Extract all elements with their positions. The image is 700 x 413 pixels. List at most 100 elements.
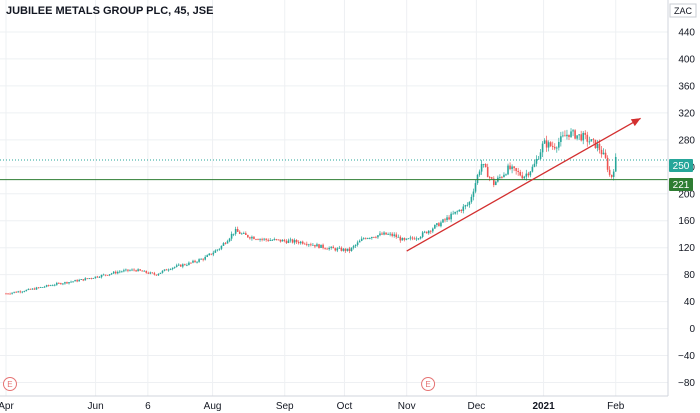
candle-body	[121, 271, 123, 273]
candle-body	[438, 223, 440, 227]
candle-body	[395, 234, 398, 238]
level-price-tag: 221	[669, 178, 693, 191]
candle-body	[177, 264, 180, 266]
candle-body	[356, 242, 359, 245]
candle-body	[614, 156, 617, 172]
candle-body	[204, 256, 206, 260]
earnings-marker-circle	[421, 377, 436, 391]
candle-body	[145, 270, 148, 273]
candle-body	[94, 276, 97, 279]
candle-body	[253, 236, 255, 240]
y-tick-label: 400	[678, 54, 695, 65]
candle-body	[188, 262, 190, 265]
candle-body	[511, 166, 513, 170]
candle-body	[216, 249, 219, 251]
candle-body	[527, 173, 530, 176]
candle-body	[228, 238, 231, 242]
candle-body	[186, 264, 188, 266]
candle-body	[208, 253, 211, 256]
candle-body	[570, 131, 572, 137]
currency-badge: ZAC	[669, 3, 697, 18]
candle-body	[49, 285, 52, 287]
candle-body	[482, 163, 485, 165]
price-axis[interactable]: −80−4004080120160200240280320360400440	[678, 27, 695, 389]
candle-body	[196, 261, 198, 263]
candle-body	[318, 244, 320, 248]
candle-body	[287, 240, 290, 243]
candle-body	[112, 271, 115, 274]
y-tick-label: 160	[678, 216, 695, 227]
y-tick-label: 120	[678, 243, 695, 254]
candle-body	[238, 231, 241, 234]
candle-body	[393, 234, 395, 236]
candle-body	[566, 134, 568, 137]
candle-body	[419, 236, 422, 239]
candle-body	[88, 278, 91, 279]
chart-title: JUBILEE METALS GROUP PLC, 45, JSE	[6, 5, 213, 17]
candle-body	[340, 247, 343, 251]
candle-body	[391, 233, 393, 236]
candle-body	[444, 219, 446, 221]
candle-body	[11, 292, 13, 294]
candle-body	[245, 233, 247, 235]
candle-body	[375, 237, 377, 239]
candle-body	[133, 269, 135, 271]
x-tick-label: Sep	[276, 401, 294, 412]
candle-body	[106, 274, 109, 276]
candle-body	[364, 238, 367, 240]
candle-body	[492, 178, 495, 186]
candle-body	[312, 244, 314, 246]
candle-body	[352, 246, 355, 248]
x-tick-label: Aug	[204, 401, 222, 412]
candle-body	[389, 233, 391, 235]
candle-body	[517, 170, 519, 173]
last-price-tag-label: 250	[673, 161, 690, 172]
trendline[interactable]	[406, 117, 641, 252]
candle-body	[242, 233, 245, 234]
candle-body	[379, 233, 381, 236]
candle-body	[525, 173, 528, 177]
candle-body	[247, 234, 249, 238]
earnings-marker[interactable]: E	[421, 377, 436, 391]
candle-body	[568, 134, 570, 137]
time-axis[interactable]: Apr Jun 6 Aug Sep Oct Nov Dec 2021 Feb	[0, 401, 625, 412]
candle-body	[381, 233, 383, 235]
candle-body	[385, 232, 387, 235]
candle-body	[541, 143, 544, 153]
candle-body	[425, 231, 428, 234]
candle-body	[562, 135, 564, 137]
candle-body	[334, 248, 337, 251]
candle-body	[417, 238, 420, 240]
candle-body	[377, 235, 379, 238]
candle-body	[220, 245, 223, 249]
candle-body	[92, 278, 95, 279]
candle-body	[58, 282, 60, 284]
candle-body	[560, 136, 562, 142]
candle-body	[271, 240, 274, 241]
candle-body	[27, 288, 30, 290]
candle-body	[80, 279, 83, 281]
x-tick-label: 6	[145, 401, 151, 412]
candle-body	[440, 222, 442, 227]
candle-body	[210, 253, 213, 255]
candle-body	[236, 229, 239, 232]
earnings-marker[interactable]: E	[2, 377, 17, 391]
x-tick-label: 2021	[532, 401, 555, 412]
candle-body	[409, 237, 412, 239]
candle-body	[462, 206, 465, 211]
candle-body	[454, 211, 456, 214]
candle-body	[421, 232, 424, 237]
candle-body	[277, 239, 280, 241]
candle-body	[330, 246, 332, 248]
candle-body	[495, 181, 497, 186]
last-price-tag-bg	[669, 159, 693, 172]
candle-body	[249, 237, 251, 239]
candle-body	[531, 166, 534, 172]
candle-body	[206, 255, 209, 257]
candle-body	[383, 232, 385, 235]
candle-body	[299, 241, 302, 244]
candle-body	[159, 272, 162, 274]
candle-body	[458, 210, 461, 212]
chart-grid	[0, 0, 668, 396]
